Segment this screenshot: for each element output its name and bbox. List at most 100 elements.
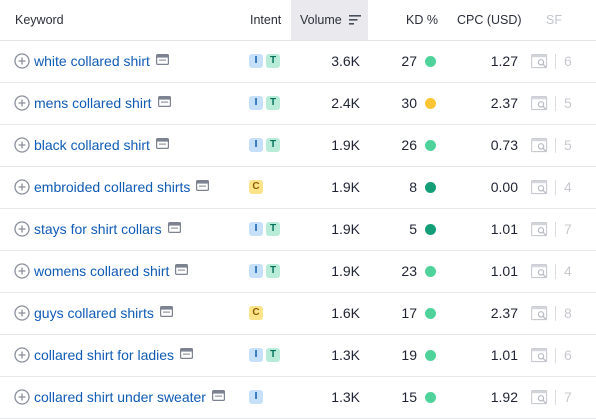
kd-value: 23 [401,263,417,279]
cpc-value: 0.73 [490,137,518,153]
cpc-value: 2.37 [490,305,518,321]
kd-value: 5 [409,221,417,237]
intent-badge: C [249,306,263,320]
serp-preview-icon[interactable] [155,40,169,81]
add-to-list-icon[interactable] [14,347,30,363]
column-header-keyword[interactable]: Keyword [15,13,64,27]
add-to-list-icon[interactable] [14,389,30,405]
add-to-list-icon[interactable] [14,305,30,321]
keyword-link[interactable]: collared shirt under sweater [34,377,225,418]
serp-preview-icon[interactable] [157,82,171,123]
volume-value: 1.9K [331,221,360,237]
keyword-link[interactable]: white collared shirt [34,41,169,82]
serp-features-icon[interactable] [531,96,549,111]
serp-features-icon[interactable] [531,222,549,237]
kd-difficulty-dot [425,392,436,403]
cpc-value: 0.00 [490,179,518,195]
add-to-list-icon[interactable] [14,263,30,279]
sf-count: 7 [564,221,572,237]
intent-badges: I [249,390,263,404]
column-header-volume[interactable]: Volume [291,0,368,40]
intent-badge: I [249,222,263,236]
cpc-value: 1.92 [490,389,518,405]
intent-badge: I [249,264,263,278]
intent-badges: C [249,306,263,320]
intent-badge: T [266,222,280,236]
keyword-link[interactable]: collared shirt for ladies [34,334,194,376]
add-to-list-icon[interactable] [14,179,30,195]
serp-preview-icon[interactable] [167,208,181,249]
cpc-value: 1.01 [490,263,518,279]
sort-descending-icon[interactable] [348,14,361,25]
intent-badge: I [249,390,263,404]
keyword-text: black collared shirt [34,137,150,153]
kd-difficulty-dot [425,308,436,319]
serp-preview-icon[interactable] [155,124,169,165]
add-to-list-icon[interactable] [14,221,30,237]
column-header-volume-label: Volume [300,13,342,27]
column-header-kd[interactable]: KD % [406,13,438,27]
serp-preview-icon[interactable] [180,334,194,375]
keyword-text: embroided collared shirts [34,179,191,195]
sf-count: 5 [564,137,572,153]
keyword-link[interactable]: embroided collared shirts [34,166,210,208]
intent-badge: I [249,96,263,110]
keyword-link[interactable]: black collared shirt [34,125,169,166]
sf-count: 6 [564,53,572,69]
column-divider [555,264,556,279]
table-header: Keyword Intent Volume KD % CPC (USD) SF [0,0,596,41]
add-to-list-icon[interactable] [14,53,30,69]
serp-preview-icon[interactable] [211,376,225,417]
serp-features-icon[interactable] [531,264,549,279]
keyword-link[interactable]: guys collared shirts [34,293,173,334]
serp-preview-icon[interactable] [175,250,189,291]
intent-badge: I [249,138,263,152]
volume-value: 1.3K [331,347,360,363]
serp-features-icon[interactable] [531,306,549,321]
column-header-sf[interactable]: SF [546,13,562,27]
keyword-link[interactable]: mens collared shirt [34,83,171,124]
serp-features-icon[interactable] [531,348,549,363]
serp-features-icon[interactable] [531,180,549,195]
column-divider [555,306,556,321]
serp-features-icon[interactable] [531,54,549,69]
keyword-link[interactable]: womens collared shirt [34,250,189,292]
sf-count: 4 [564,179,572,195]
kd-difficulty-dot [425,350,436,361]
sf-count: 8 [564,305,572,321]
kd-value: 26 [401,137,417,153]
keyword-text: womens collared shirt [34,263,170,279]
sf-count: 7 [564,389,572,405]
serp-preview-icon[interactable] [159,292,173,333]
table-row: collared shirt under sweater I 1.3K 15 1.92 7 [0,377,596,419]
volume-value: 1.9K [331,137,360,153]
keyword-text: collared shirt for ladies [34,347,175,363]
kd-difficulty-dot [425,266,436,277]
volume-value: 1.3K [331,389,360,405]
kd-value: 19 [401,347,417,363]
kd-difficulty-dot [425,140,436,151]
column-header-cpc[interactable]: CPC (USD) [457,13,522,27]
cpc-value: 1.27 [490,53,518,69]
volume-value: 3.6K [331,53,360,69]
serp-features-icon[interactable] [531,390,549,405]
sf-count: 5 [564,95,572,111]
add-to-list-icon[interactable] [14,137,30,153]
add-to-list-icon[interactable] [14,95,30,111]
serp-preview-icon[interactable] [196,166,210,207]
table-row: white collared shirt I T 3.6K 27 1.27 6 [0,41,596,83]
kd-value: 17 [401,305,417,321]
volume-value: 1.6K [331,305,360,321]
sf-count: 6 [564,347,572,363]
keyword-text: white collared shirt [34,53,150,69]
table-row: stays for shirt collars I T 1.9K 5 1.01 7 [0,209,596,251]
keyword-link[interactable]: stays for shirt collars [34,209,181,250]
column-header-intent[interactable]: Intent [250,13,282,27]
keyword-text: mens collared shirt [34,95,152,111]
serp-features-icon[interactable] [531,138,549,153]
keyword-text: stays for shirt collars [34,221,162,237]
volume-value: 1.9K [331,263,360,279]
column-divider [555,348,556,363]
